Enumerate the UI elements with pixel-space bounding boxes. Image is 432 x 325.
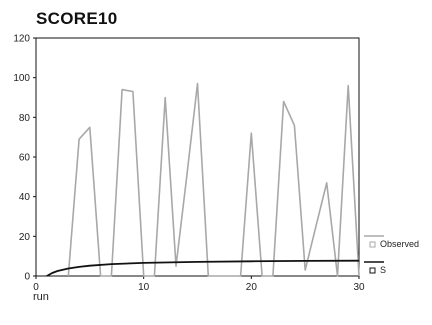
x-tick-label: 20 — [246, 282, 258, 293]
legend-marker — [369, 241, 376, 248]
y-tick-label: 20 — [19, 232, 31, 243]
x-tick-label: 0 — [33, 282, 39, 293]
chart-title: SCORE10 — [36, 9, 117, 28]
series-line-observed — [67, 82, 360, 277]
x-axis-label: run — [33, 291, 49, 303]
series-line-s — [46, 259, 360, 277]
y-tick-label: 100 — [13, 73, 30, 84]
y-tick-label: 0 — [24, 272, 30, 283]
legend-item-observed: Observed — [364, 235, 419, 249]
legend-label: Observed — [380, 239, 419, 249]
legend-label: S — [380, 265, 386, 275]
x-tick-label: 10 — [138, 282, 150, 293]
y-tick-label: 120 — [13, 34, 30, 45]
x-tick-label: 30 — [353, 282, 365, 293]
legend-marker — [369, 267, 376, 274]
y-tick-label: 80 — [19, 113, 31, 124]
plot-frame — [35, 37, 360, 277]
y-tick-label: 60 — [19, 153, 31, 164]
legend-item-s: S — [364, 261, 386, 275]
y-tick-label: 40 — [19, 192, 31, 203]
